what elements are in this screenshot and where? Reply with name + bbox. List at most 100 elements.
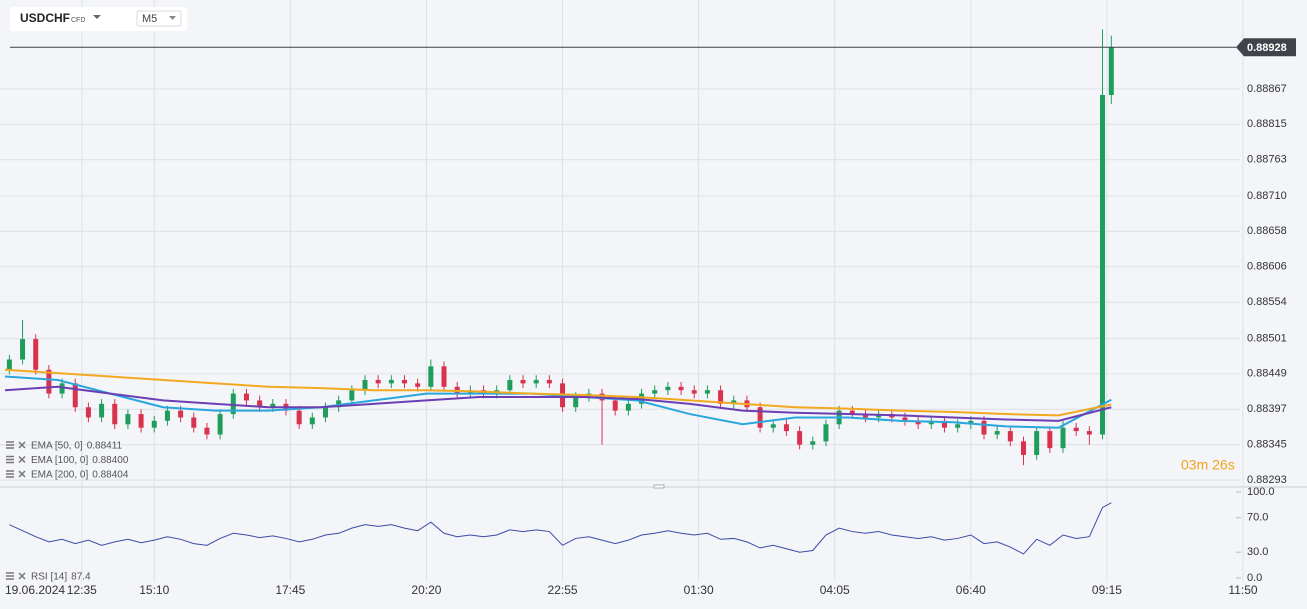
candle-body bbox=[20, 339, 26, 360]
candle-body bbox=[1007, 431, 1013, 442]
x-tick-label: 06:40 bbox=[956, 583, 986, 597]
candle-body bbox=[573, 397, 579, 408]
candle-body bbox=[1108, 47, 1114, 95]
candle-body bbox=[375, 379, 381, 384]
legend-close-icon[interactable] bbox=[18, 572, 26, 580]
candle-body bbox=[99, 403, 105, 418]
candle-body bbox=[783, 424, 789, 432]
ema-legend-value: 0.88411 bbox=[87, 441, 123, 452]
candle-body bbox=[810, 441, 816, 445]
candle-body bbox=[151, 420, 157, 428]
dropdown-arrow[interactable] bbox=[93, 15, 101, 19]
candle-body bbox=[388, 379, 394, 384]
candle-body bbox=[309, 417, 315, 425]
candle-body bbox=[1020, 441, 1026, 455]
ema-legend-name: EMA [100, 0] bbox=[31, 455, 88, 466]
candle-body bbox=[191, 417, 197, 428]
instrument-type: CFD bbox=[71, 17, 85, 24]
candle-body bbox=[112, 403, 118, 425]
candle-body bbox=[652, 390, 658, 394]
candle-body bbox=[704, 390, 710, 394]
x-tick-label: 11:50 bbox=[1228, 583, 1257, 597]
rsi-tick-label: 30.0 bbox=[1247, 546, 1268, 558]
candle-body bbox=[441, 366, 447, 387]
current-price-label: 0.88928 bbox=[1247, 42, 1287, 54]
candle-body bbox=[625, 403, 631, 411]
y-tick-label: 0.88763 bbox=[1247, 154, 1287, 166]
candle-body bbox=[731, 400, 737, 404]
legend-settings-icon[interactable] bbox=[6, 470, 14, 478]
timeframe[interactable]: M5 bbox=[142, 13, 157, 25]
legend-settings-icon[interactable] bbox=[6, 455, 14, 464]
timeframe-box[interactable] bbox=[136, 10, 182, 27]
candle-body bbox=[520, 379, 526, 384]
ema-legend-value: 0.88404 bbox=[92, 470, 129, 481]
x-tick-label: 22:55 bbox=[548, 583, 578, 597]
price-tag bbox=[1236, 38, 1296, 57]
candle-body bbox=[1047, 431, 1053, 449]
y-tick-label: 0.88554 bbox=[1247, 296, 1287, 308]
candle-body bbox=[322, 407, 328, 418]
legend-close-icon[interactable] bbox=[18, 470, 26, 478]
candle-body bbox=[994, 431, 1000, 435]
legend-settings-icon[interactable] bbox=[6, 441, 14, 449]
candle-body bbox=[362, 379, 368, 391]
candle-body bbox=[955, 424, 961, 428]
candle-body bbox=[33, 339, 39, 370]
rsi-legend-name: RSI [14] bbox=[31, 572, 67, 583]
candle-body bbox=[968, 420, 974, 425]
y-tick-label: 0.88710 bbox=[1247, 190, 1287, 202]
candle-body bbox=[507, 379, 513, 391]
ema-line bbox=[4, 375, 1112, 429]
candle-body bbox=[164, 410, 170, 421]
axes: 12:35 15:10 17:45 20:20 22:55 01:30 04:05 06:40… bbox=[6, 38, 1296, 597]
y-tick-label: 0.88658 bbox=[1247, 225, 1287, 237]
candle-body bbox=[243, 393, 249, 401]
candle-body bbox=[718, 390, 724, 404]
rsi-tick-label: 100.0 bbox=[1247, 486, 1275, 498]
candle-body bbox=[849, 410, 855, 415]
candle-body bbox=[823, 424, 829, 442]
candle-body bbox=[981, 420, 987, 435]
y-tick-label: 0.88397 bbox=[1247, 403, 1287, 415]
legend-close-icon[interactable] bbox=[18, 441, 26, 449]
candle-body bbox=[862, 414, 868, 418]
candle-body bbox=[125, 414, 131, 425]
candle-body bbox=[428, 366, 434, 387]
pane-handle[interactable] bbox=[653, 484, 665, 489]
candle-body bbox=[270, 403, 276, 408]
grid bbox=[0, 0, 1244, 582]
candle-body bbox=[902, 417, 908, 421]
candle-body bbox=[46, 369, 52, 394]
candle-body bbox=[1086, 431, 1092, 435]
dropdown-arrow[interactable] bbox=[169, 16, 176, 20]
candle-body bbox=[217, 414, 223, 435]
candle-body bbox=[349, 390, 355, 401]
x-tick-label: 04:05 bbox=[820, 583, 850, 597]
candle-body bbox=[178, 410, 184, 418]
candle-body bbox=[1034, 431, 1040, 455]
x-tick-label: 01:30 bbox=[684, 583, 714, 597]
ema-legend-name: EMA [200, 0] bbox=[31, 470, 88, 481]
ema-line bbox=[4, 368, 1112, 417]
candle-body bbox=[941, 420, 947, 428]
rsi-legend-value: 87.4 bbox=[71, 572, 91, 583]
legend-settings-icon[interactable] bbox=[6, 572, 14, 580]
candle-body bbox=[230, 393, 236, 415]
y-tick-label: 0.88815 bbox=[1247, 118, 1287, 130]
symbol[interactable]: USDCHF bbox=[20, 11, 70, 25]
candle-body bbox=[665, 386, 671, 391]
countdown: 03m 26s bbox=[1181, 457, 1235, 473]
candle-body bbox=[612, 400, 618, 411]
legend-close-icon[interactable] bbox=[18, 455, 26, 464]
candle-body bbox=[1060, 427, 1066, 449]
ema-legend-name: EMA [50, 0] bbox=[31, 441, 83, 452]
x-start-label: 19.06.2024 bbox=[5, 583, 65, 597]
x-tick-label: 09:15 bbox=[1092, 583, 1122, 597]
y-tick-label: 0.88345 bbox=[1247, 439, 1287, 451]
candle-body bbox=[204, 427, 210, 435]
x-tick-label: 12:35 bbox=[67, 583, 97, 597]
